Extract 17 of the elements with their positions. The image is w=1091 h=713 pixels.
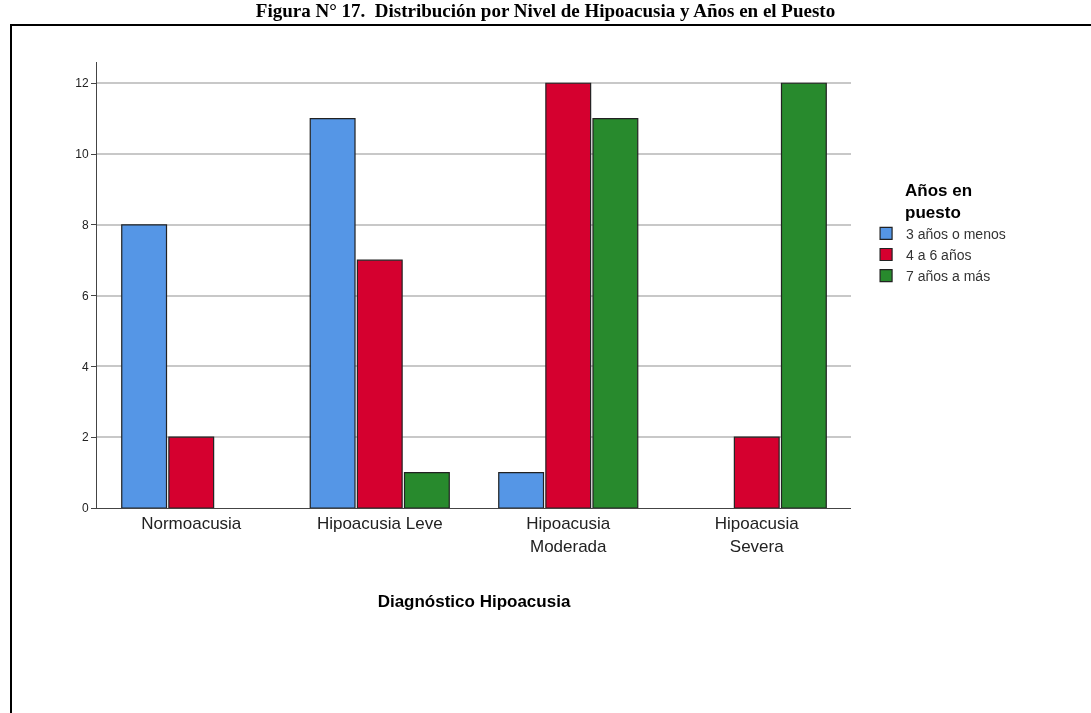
x-tick-label: Hipoacusia Moderada (526, 514, 611, 556)
chart-title: Figura N° 17. Distribución por Nivel de Hipoacusia y Años en el Puesto (255, 0, 836, 21)
x-tick-label: Normoacusia (141, 514, 242, 534)
legend-label: 3 años o menos (906, 225, 1006, 242)
legend-label: 4 a 6 años (906, 246, 972, 263)
y-tick-label: 0 (81, 501, 89, 516)
y-tick-label: 6 (81, 288, 89, 303)
y-tick-label: 8 (81, 218, 89, 233)
legend-label: 7 años a más (906, 268, 991, 285)
y-tick-label: 4 (81, 359, 89, 374)
y-tick-label: 12 (75, 76, 89, 91)
x-axis-title: Diagnóstico Hipoacusia (377, 591, 571, 611)
x-tick-label: Hipoacusia Leve (316, 514, 443, 534)
legend-title: Años en puesto (905, 180, 973, 222)
x-tick-label: Hipoacusia Severa (714, 514, 800, 556)
y-tick-label: 2 (81, 430, 89, 445)
y-tick-label: 10 (75, 147, 89, 162)
